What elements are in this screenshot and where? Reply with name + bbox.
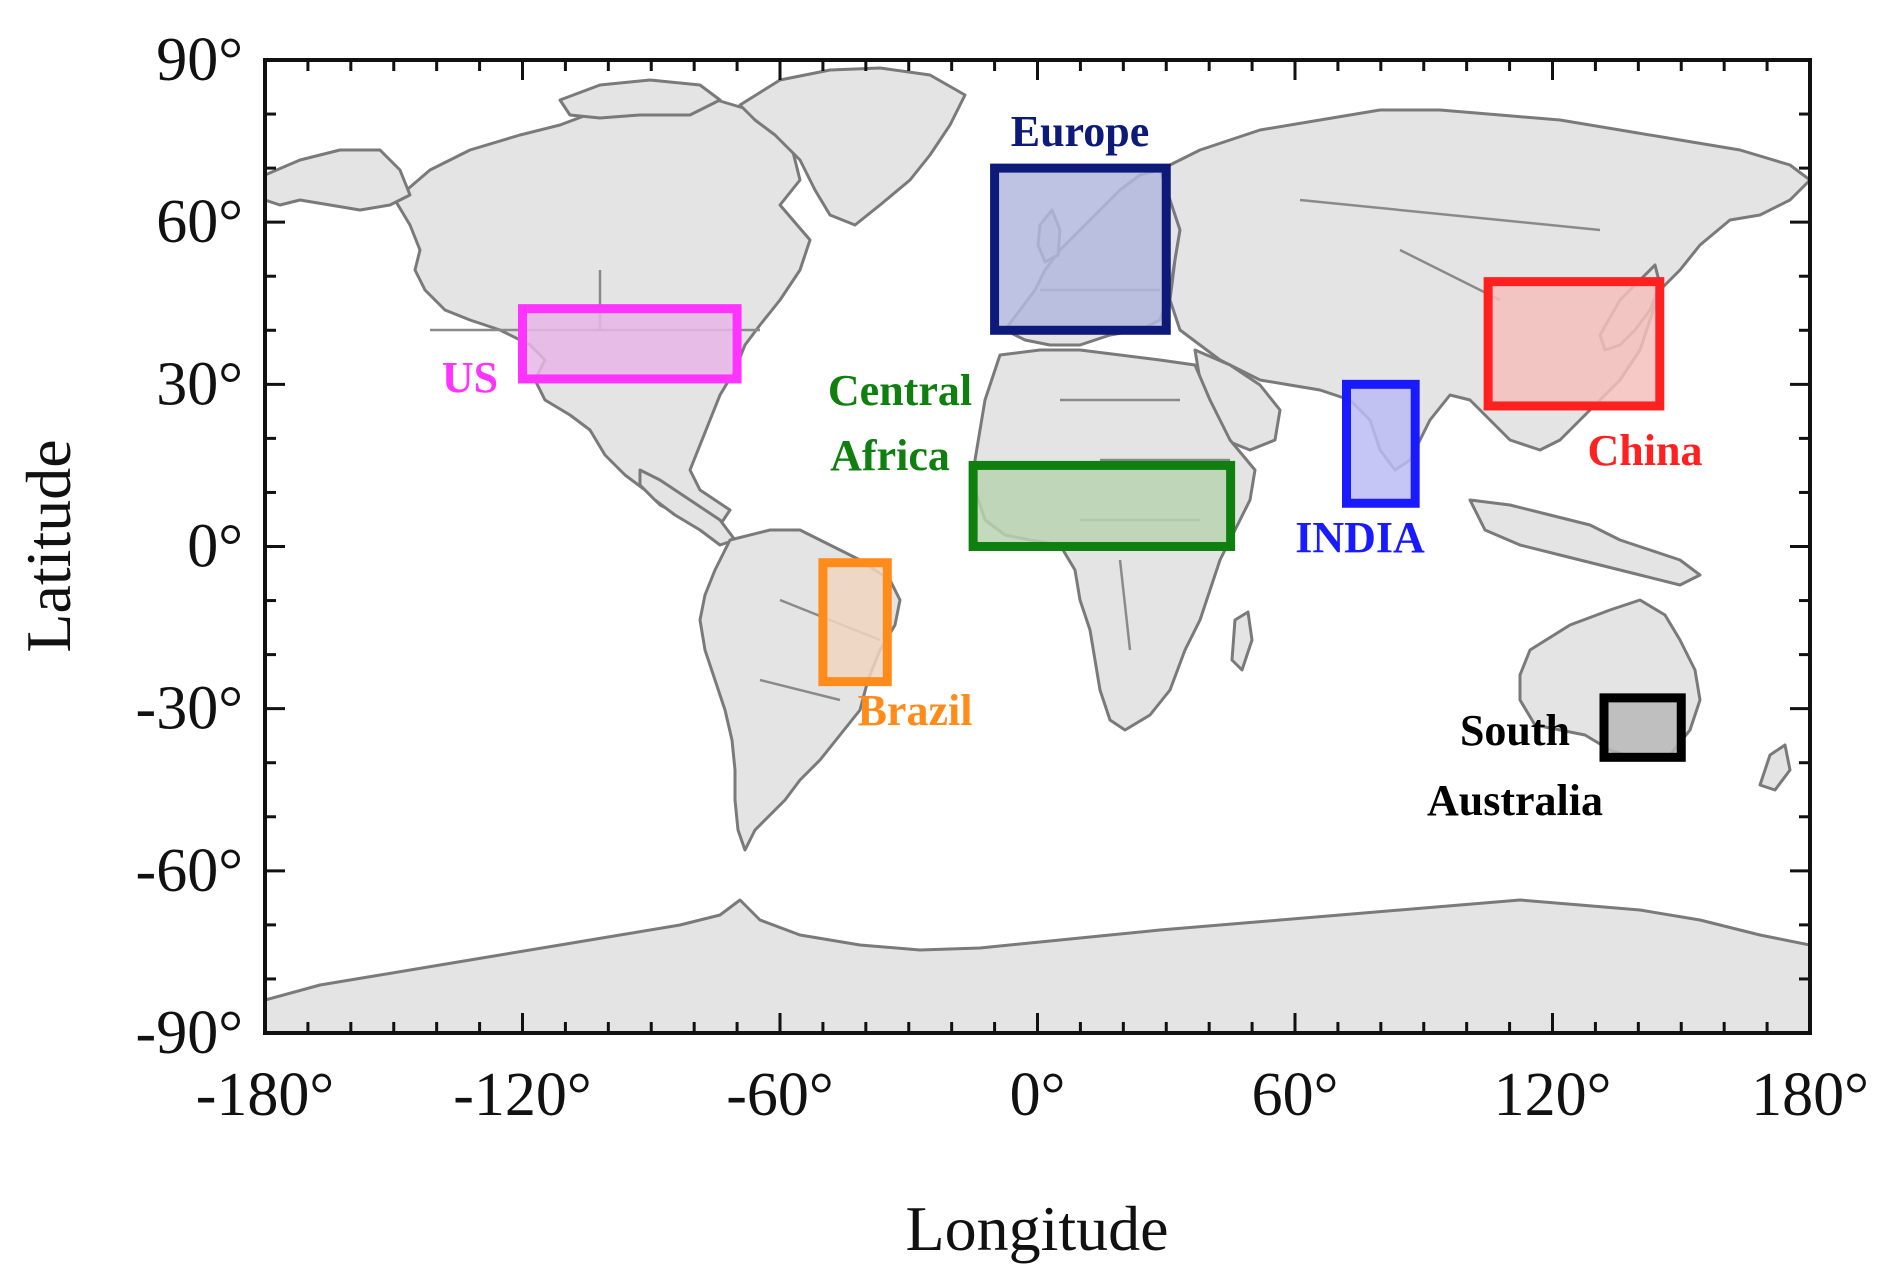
x-tick-label: -180°: [196, 1061, 334, 1129]
y-tick-label: -90°: [136, 999, 243, 1067]
region-box-south-australia: [1599, 693, 1686, 762]
region-box-europe: [990, 163, 1171, 335]
y-tick-label: 0°: [187, 513, 243, 581]
y-tick-label: 60°: [156, 188, 243, 256]
y-tick-label: -60°: [136, 837, 243, 905]
x-axis-title: Longitude: [905, 1193, 1168, 1264]
region-box-us: [518, 304, 742, 384]
central-america: [638, 468, 737, 547]
x-tick-label: 180°: [1751, 1061, 1869, 1129]
region-label-china: China: [1588, 426, 1703, 475]
x-tick-label: 120°: [1494, 1061, 1612, 1129]
antarctica-landmass: [265, 898, 1810, 1033]
alaska-landmass: [265, 148, 412, 212]
region-label-europe: Europe: [1011, 107, 1150, 156]
southeast-asia-islands: [1468, 498, 1702, 587]
x-tick-label: -120°: [453, 1061, 591, 1129]
region-label-brazil: Brazil: [858, 686, 973, 735]
region-label-central-africa-line1: Central: [828, 366, 972, 415]
region-box-central-africa: [968, 460, 1236, 551]
region-boxes-layer: [518, 163, 1686, 762]
region-box-china: [1483, 277, 1665, 411]
x-tick-label: -60°: [726, 1061, 833, 1129]
arctic-islands: [558, 78, 722, 120]
axis-tick-labels-layer: -180° -120° -60° 0° 60° 120° 180° 90° 60° 30° 0° -3…: [136, 26, 1869, 1129]
x-tick-label: 0°: [1010, 1061, 1066, 1129]
region-label-south-australia-line1: South: [1460, 706, 1570, 755]
y-tick-label: 30°: [156, 350, 243, 418]
region-box-india: [1342, 379, 1420, 508]
y-tick-label: 90°: [156, 26, 243, 94]
y-axis-title: Latitude: [13, 439, 84, 652]
greenland-landmass: [738, 66, 967, 227]
madagascar-landmass: [1230, 610, 1254, 672]
region-label-us: US: [442, 353, 498, 402]
region-box-brazil: [818, 558, 892, 687]
x-tick-label: 60°: [1252, 1061, 1339, 1129]
new-zealand-landmass: [1758, 743, 1792, 792]
region-label-south-australia-line2: Australia: [1427, 776, 1603, 825]
y-tick-label: -30°: [136, 675, 243, 743]
region-label-central-africa-line2: Africa: [830, 431, 950, 480]
region-labels-layer: US Europe Central Africa Brazil INDIA Ch…: [442, 107, 1703, 825]
axis-ticks-layer: [263, 58, 1812, 1035]
region-label-india: INDIA: [1295, 513, 1425, 562]
